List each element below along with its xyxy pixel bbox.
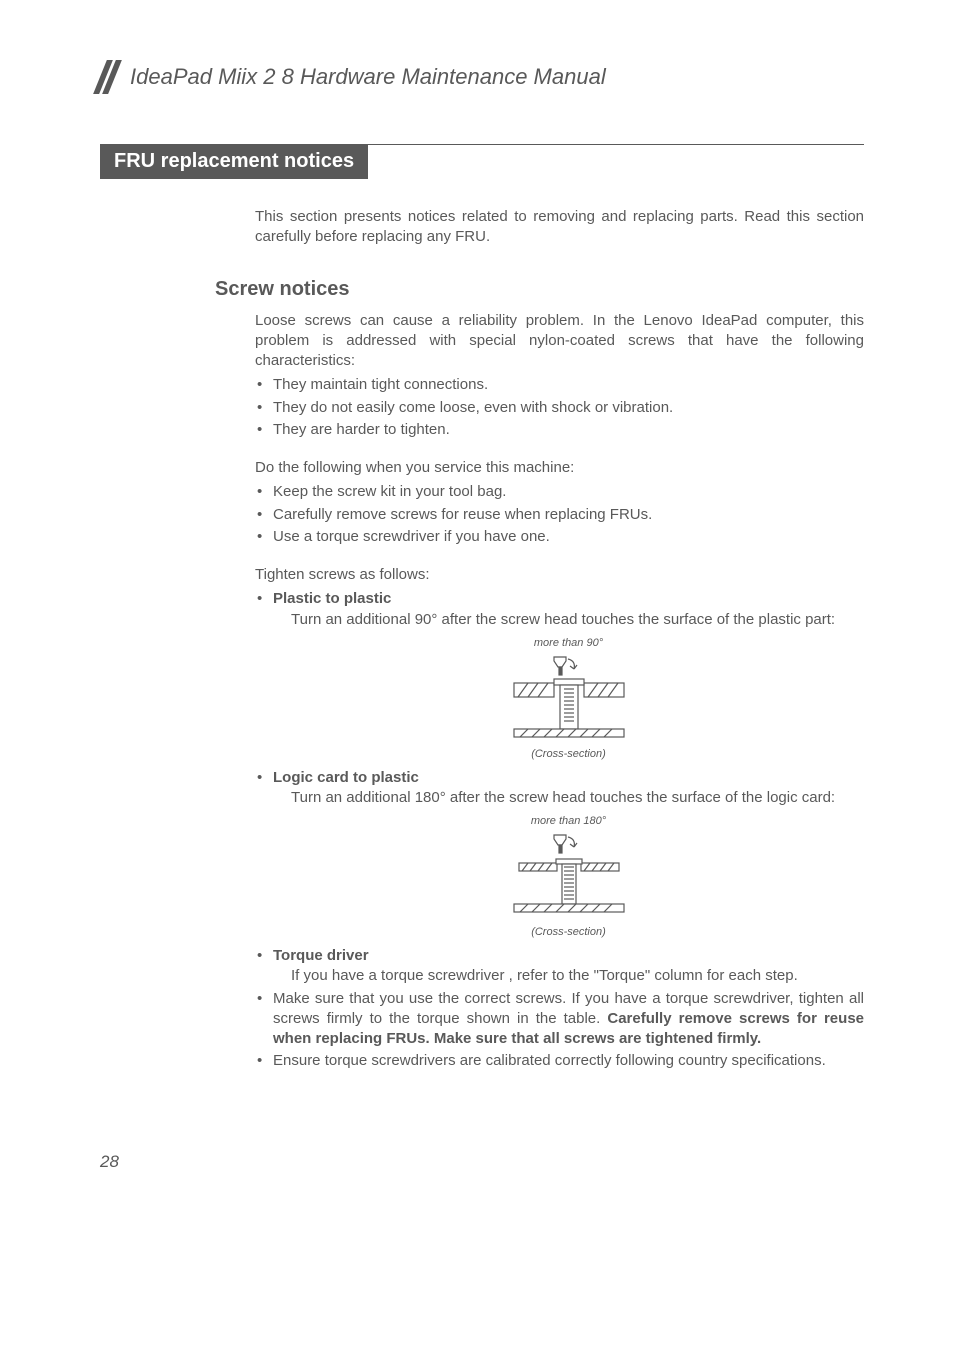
logic-diagram: more than 180° (273, 814, 864, 940)
document-title: IdeaPad Miix 2 8 Hardware Maintenance Ma… (130, 64, 606, 90)
section-intro: This section presents notices related to… (255, 207, 864, 248)
screw-intro: Loose screws can cause a reliability pro… (255, 311, 864, 372)
subsection-title: Screw notices (215, 278, 864, 301)
characteristics-list: They maintain tight connections. They do… (255, 375, 864, 440)
list-item: Carefully remove screws for reuse when r… (255, 505, 864, 525)
cross-section-icon (494, 829, 644, 919)
logic-label: Logic card to plastic (273, 769, 419, 786)
diagram-bottom-label: (Cross-section) (273, 925, 864, 940)
list-item: Keep the screw kit in your tool bag. (255, 482, 864, 502)
service-intro: Do the following when you service this m… (255, 458, 864, 478)
list-item: They maintain tight connections. (255, 375, 864, 395)
page: IdeaPad Miix 2 8 Hardware Maintenance Ma… (0, 0, 954, 1232)
plastic-diagram: more than 90° (273, 636, 864, 762)
list-item: Plastic to plastic Turn an additional 90… (255, 589, 864, 761)
list-item: Make sure that you use the correct screw… (255, 989, 864, 1050)
list-item: They are harder to tighten. (255, 420, 864, 440)
section-title: FRU replacement notices (100, 144, 368, 179)
section-divider: FRU replacement notices (100, 144, 864, 179)
plastic-desc: Turn an additional 90° after the screw h… (291, 610, 864, 630)
torque-label: Torque driver (273, 947, 369, 964)
list-item: Torque driver If you have a torque screw… (255, 946, 864, 987)
diagram-top-label: more than 90° (273, 636, 864, 651)
plastic-label: Plastic to plastic (273, 590, 391, 607)
list-item: They do not easily come loose, even with… (255, 398, 864, 418)
cross-section-icon (494, 651, 644, 741)
diagram-bottom-label: (Cross-section) (273, 747, 864, 762)
tighten-intro: Tighten screws as follows: (255, 565, 864, 585)
list-item: Ensure torque screwdrivers are calibrate… (255, 1051, 864, 1071)
double-slash-icon (100, 60, 118, 94)
screw-content: Loose screws can cause a reliability pro… (255, 311, 864, 1072)
list-item: Use a torque screwdriver if you have one… (255, 527, 864, 547)
page-number: 28 (100, 1152, 864, 1172)
list-item: Logic card to plastic Turn an additional… (255, 768, 864, 940)
diagram-top-label: more than 180° (273, 814, 864, 829)
tighten-list: Plastic to plastic Turn an additional 90… (255, 589, 864, 1071)
page-header: IdeaPad Miix 2 8 Hardware Maintenance Ma… (100, 60, 864, 94)
service-list: Keep the screw kit in your tool bag. Car… (255, 482, 864, 547)
logic-desc: Turn an additional 180° after the screw … (291, 788, 864, 808)
torque-desc: If you have a torque screwdriver , refer… (291, 966, 864, 986)
